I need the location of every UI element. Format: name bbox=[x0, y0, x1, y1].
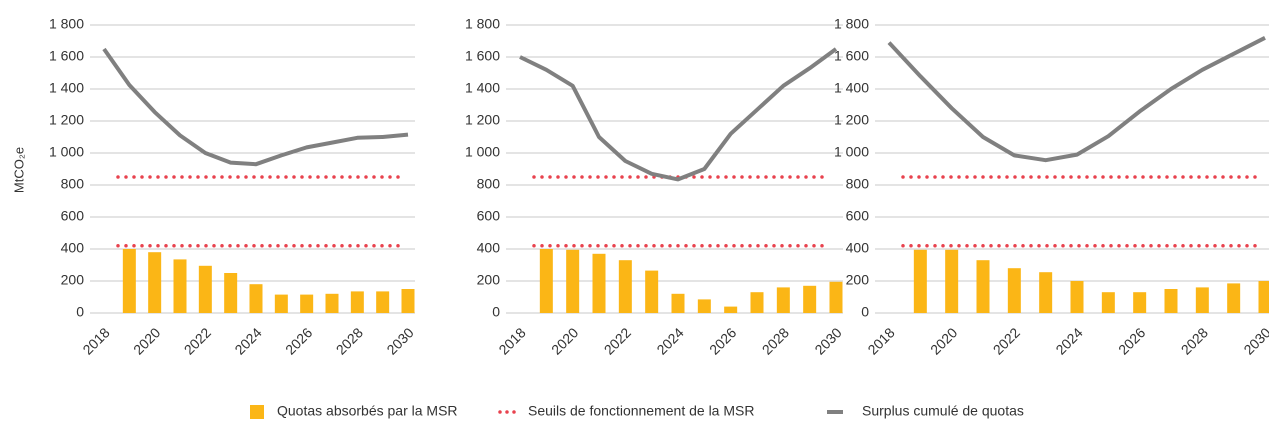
x-tick-label: 2018 bbox=[495, 324, 528, 357]
bar bbox=[671, 293, 685, 313]
bar bbox=[913, 249, 927, 313]
bar bbox=[350, 291, 364, 313]
x-tick-label: 2024 bbox=[1052, 324, 1085, 357]
bar bbox=[803, 285, 817, 313]
bar bbox=[1227, 283, 1241, 313]
x-tick-label: 2022 bbox=[601, 324, 634, 357]
y-tick-label: 400 bbox=[61, 240, 85, 256]
bar bbox=[1039, 272, 1053, 313]
bar bbox=[300, 294, 314, 313]
y-tick-label: 600 bbox=[846, 208, 870, 224]
y-tick-label: 800 bbox=[61, 176, 85, 192]
y-tick-label: 1 800 bbox=[465, 16, 500, 32]
bar bbox=[566, 249, 580, 313]
y-tick-label: 200 bbox=[61, 272, 85, 288]
bar bbox=[1258, 281, 1269, 313]
bar bbox=[1101, 292, 1115, 313]
bar bbox=[976, 260, 990, 313]
x-tick-label: 2018 bbox=[864, 324, 897, 357]
y-tick-label: 600 bbox=[61, 208, 85, 224]
bar bbox=[697, 299, 711, 313]
y-tick-label: 1 800 bbox=[834, 16, 869, 32]
x-tick-label: 2030 bbox=[811, 324, 844, 357]
bar bbox=[1007, 268, 1021, 313]
bar bbox=[249, 284, 263, 313]
bar bbox=[592, 253, 606, 313]
surplus-line bbox=[887, 36, 1266, 163]
y-tick-label: 0 bbox=[492, 304, 500, 320]
bar bbox=[1195, 287, 1209, 313]
y-tick-label: 1 800 bbox=[49, 16, 84, 32]
x-tick-label: 2020 bbox=[927, 324, 960, 357]
bar bbox=[1164, 289, 1178, 313]
y-tick-label: 1 600 bbox=[834, 48, 869, 64]
y-tick-label: 1 000 bbox=[465, 144, 500, 160]
legend-label: Quotas absorbés par la MSR bbox=[277, 403, 458, 419]
bar bbox=[1133, 292, 1147, 313]
y-tick-label: 800 bbox=[846, 176, 870, 192]
bar bbox=[122, 249, 136, 313]
y-tick-label: 0 bbox=[76, 304, 84, 320]
bar bbox=[618, 260, 632, 313]
bar bbox=[401, 289, 415, 313]
y-tick-label: 1 000 bbox=[834, 144, 869, 160]
x-tick-label: 2030 bbox=[383, 324, 416, 357]
x-tick-label: 2028 bbox=[759, 324, 792, 357]
x-tick-label: 2018 bbox=[79, 324, 112, 357]
bar bbox=[325, 293, 339, 313]
x-tick-label: 2022 bbox=[181, 324, 214, 357]
x-tick-label: 2030 bbox=[1240, 324, 1269, 357]
legend-label: Seuils de fonctionnement de la MSR bbox=[528, 403, 754, 419]
y-tick-label: 0 bbox=[861, 304, 869, 320]
bar bbox=[829, 281, 843, 313]
y-tick-label: 200 bbox=[846, 272, 870, 288]
y-tick-label: 1 400 bbox=[465, 80, 500, 96]
bar bbox=[148, 252, 162, 313]
y-axis-label: MtCO₂e bbox=[11, 147, 26, 193]
x-tick-label: 2026 bbox=[1115, 324, 1148, 357]
bar bbox=[376, 291, 390, 313]
x-tick-label: 2026 bbox=[282, 324, 315, 357]
bar bbox=[224, 273, 238, 313]
bar bbox=[539, 249, 553, 313]
y-tick-label: 1 200 bbox=[834, 112, 869, 128]
bar bbox=[274, 294, 288, 313]
y-tick-label: 1 600 bbox=[49, 48, 84, 64]
y-tick-label: 1 200 bbox=[49, 112, 84, 128]
surplus-line bbox=[102, 47, 409, 167]
y-tick-label: 1 200 bbox=[465, 112, 500, 128]
legend-swatch bbox=[250, 405, 264, 419]
y-tick-label: 1 000 bbox=[49, 144, 84, 160]
y-tick-label: 400 bbox=[477, 240, 501, 256]
bar bbox=[198, 265, 212, 313]
x-tick-label: 2020 bbox=[130, 324, 163, 357]
y-tick-label: 400 bbox=[846, 240, 870, 256]
x-tick-label: 2026 bbox=[706, 324, 739, 357]
y-tick-label: 1 400 bbox=[834, 80, 869, 96]
x-tick-label: 2024 bbox=[231, 324, 264, 357]
y-tick-label: 800 bbox=[477, 176, 501, 192]
bar bbox=[645, 270, 659, 313]
bar bbox=[750, 292, 764, 313]
x-tick-label: 2020 bbox=[548, 324, 581, 357]
y-tick-label: 600 bbox=[477, 208, 501, 224]
bar bbox=[945, 249, 959, 313]
y-tick-label: 200 bbox=[477, 272, 501, 288]
x-tick-label: 2028 bbox=[1178, 324, 1211, 357]
bar bbox=[776, 287, 790, 313]
x-tick-label: 2024 bbox=[653, 324, 686, 357]
x-tick-label: 2028 bbox=[333, 324, 366, 357]
y-tick-label: 1 600 bbox=[465, 48, 500, 64]
y-tick-label: 1 400 bbox=[49, 80, 84, 96]
bar bbox=[173, 259, 187, 313]
x-tick-label: 2022 bbox=[990, 324, 1023, 357]
surplus-line bbox=[519, 47, 838, 182]
bar bbox=[724, 306, 738, 313]
bar bbox=[1070, 281, 1084, 313]
legend-label: Surplus cumulé de quotas bbox=[862, 403, 1024, 419]
